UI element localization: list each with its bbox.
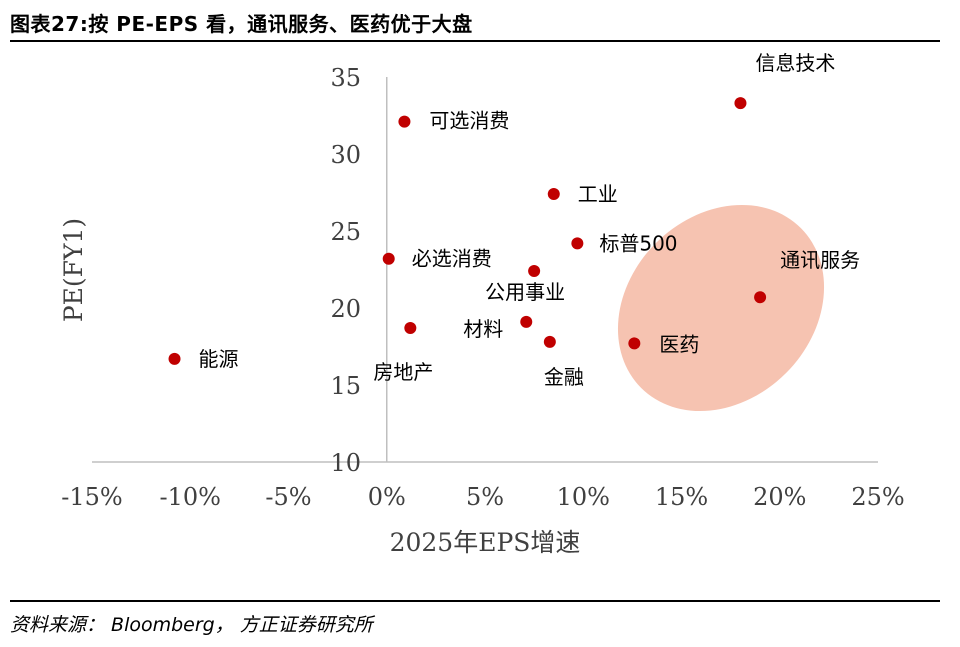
data-point — [754, 291, 767, 304]
point-label: 金融 — [544, 365, 584, 389]
scatter-chart: -15% -10% -5% 0% 5% 10% 15% 20% 25% 10 15 20 25 30 35 2… — [59, 51, 905, 557]
highlight-ellipse — [617, 204, 825, 412]
data-point — [734, 97, 747, 110]
chart-title: 图表27:按 PE-EPS 看，通讯服务、医药优于大盘 — [10, 12, 473, 36]
x-tick-label: 20% — [753, 483, 806, 511]
point-label: 通讯服务 — [780, 248, 860, 272]
data-point — [398, 115, 411, 128]
points-layer — [168, 97, 767, 365]
point-label: 房地产 — [373, 360, 433, 384]
y-tick-label: 10 — [330, 449, 361, 477]
y-axis-title: PE(FY1) — [59, 218, 88, 322]
source-note: 资料来源： Bloomberg， 方正证券研究所 — [10, 614, 373, 636]
point-label: 材料 — [463, 317, 503, 341]
data-point — [571, 237, 584, 250]
data-point — [528, 265, 541, 278]
source-rule — [10, 600, 940, 602]
x-tick-label: 25% — [851, 483, 904, 511]
axes-layer: -15% -10% -5% 0% 5% 10% 15% 20% 25% 10 15 20 25 30 35 2… — [59, 64, 905, 557]
y-tick-label: 35 — [330, 64, 361, 92]
data-point — [547, 188, 560, 201]
x-tick-label: 0% — [368, 483, 406, 511]
y-tick-label: 20 — [330, 295, 361, 323]
point-label: 可选消费 — [429, 109, 509, 133]
point-label: 公用事业 — [485, 280, 565, 304]
point-label: 医药 — [659, 332, 699, 356]
y-tick-label: 30 — [330, 141, 361, 169]
point-label: 能源 — [199, 347, 239, 371]
point-label: 标普500 — [599, 231, 677, 255]
point-label: 必选消费 — [412, 247, 492, 271]
title-rule — [10, 40, 940, 42]
data-point — [404, 322, 417, 335]
x-tick-label: 5% — [466, 483, 504, 511]
data-point — [543, 335, 556, 348]
x-axis-title: 2025年EPS增速 — [390, 528, 581, 557]
data-point — [628, 337, 641, 350]
highlight-layer — [617, 204, 825, 412]
data-point — [168, 352, 181, 365]
x-tick-label: 15% — [655, 483, 708, 511]
y-tick-label: 15 — [330, 372, 361, 400]
point-label: 工业 — [578, 182, 618, 206]
y-tick-label: 25 — [330, 218, 361, 246]
data-point — [520, 315, 533, 328]
x-tick-label: -15% — [61, 483, 122, 511]
data-point — [382, 252, 395, 265]
point-label: 信息技术 — [755, 51, 835, 75]
x-tick-label: -5% — [265, 483, 311, 511]
x-tick-label: -10% — [160, 483, 221, 511]
x-tick-label: 10% — [557, 483, 610, 511]
